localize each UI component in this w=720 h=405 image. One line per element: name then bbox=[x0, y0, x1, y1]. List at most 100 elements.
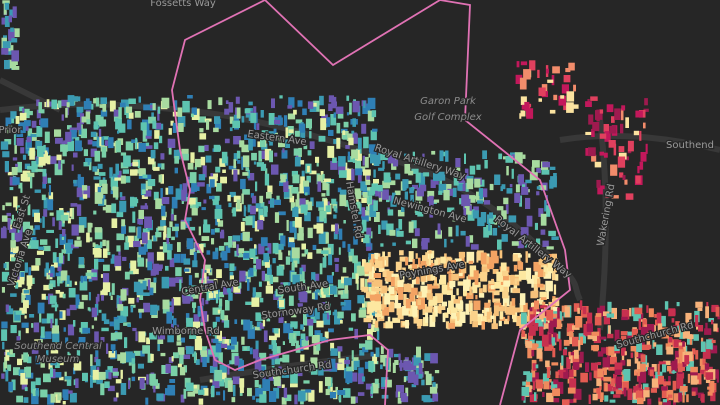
building bbox=[527, 278, 534, 284]
building bbox=[41, 293, 46, 300]
building bbox=[546, 379, 552, 383]
building bbox=[11, 214, 14, 222]
building bbox=[50, 342, 59, 354]
building bbox=[559, 311, 563, 321]
building bbox=[698, 325, 704, 332]
building bbox=[640, 334, 645, 347]
building bbox=[359, 166, 366, 172]
building bbox=[482, 309, 486, 314]
building bbox=[553, 258, 558, 263]
building bbox=[212, 196, 219, 206]
building bbox=[346, 133, 354, 141]
building bbox=[243, 319, 251, 331]
building bbox=[152, 161, 156, 170]
building bbox=[161, 197, 170, 205]
building bbox=[41, 318, 50, 324]
building bbox=[305, 118, 312, 129]
building bbox=[302, 108, 307, 116]
map-label: Museum bbox=[37, 354, 80, 365]
building bbox=[209, 379, 213, 383]
building bbox=[190, 385, 198, 389]
building bbox=[648, 308, 654, 318]
building bbox=[385, 321, 393, 329]
building bbox=[429, 206, 434, 218]
building bbox=[179, 337, 185, 343]
building bbox=[69, 304, 77, 311]
building bbox=[553, 262, 557, 273]
building bbox=[651, 364, 657, 372]
building bbox=[596, 179, 601, 188]
building bbox=[331, 198, 337, 205]
building bbox=[267, 264, 272, 275]
building bbox=[147, 156, 155, 165]
building bbox=[397, 284, 400, 294]
building bbox=[343, 220, 346, 224]
building bbox=[521, 386, 530, 396]
building bbox=[257, 141, 261, 148]
building bbox=[702, 357, 706, 365]
building bbox=[43, 284, 50, 291]
building bbox=[330, 285, 337, 295]
building bbox=[116, 295, 119, 307]
building bbox=[271, 164, 279, 175]
building bbox=[50, 266, 55, 278]
building bbox=[133, 241, 142, 247]
building bbox=[100, 337, 105, 342]
building bbox=[85, 98, 90, 104]
building bbox=[15, 218, 20, 227]
building bbox=[373, 169, 376, 178]
building bbox=[613, 143, 617, 156]
building bbox=[235, 96, 240, 104]
building bbox=[368, 153, 371, 158]
building bbox=[643, 389, 650, 398]
building bbox=[321, 250, 329, 254]
building bbox=[356, 280, 359, 290]
building bbox=[643, 362, 649, 370]
building bbox=[189, 172, 197, 184]
building bbox=[588, 147, 596, 157]
building bbox=[24, 108, 30, 119]
building bbox=[154, 265, 162, 271]
building bbox=[378, 267, 383, 272]
building bbox=[294, 394, 298, 405]
building bbox=[19, 106, 24, 112]
building bbox=[696, 379, 699, 384]
building bbox=[482, 284, 487, 293]
building bbox=[161, 215, 167, 221]
building bbox=[196, 250, 200, 254]
building bbox=[214, 369, 223, 382]
building bbox=[225, 300, 230, 311]
building bbox=[529, 307, 533, 313]
building bbox=[26, 137, 32, 143]
building bbox=[233, 159, 236, 169]
building bbox=[698, 392, 704, 398]
building bbox=[668, 394, 673, 398]
building bbox=[293, 325, 298, 329]
building bbox=[673, 400, 676, 405]
building bbox=[350, 372, 358, 382]
building bbox=[265, 247, 270, 251]
building bbox=[168, 186, 174, 195]
building bbox=[611, 195, 619, 199]
building bbox=[145, 142, 150, 147]
building bbox=[87, 222, 92, 233]
building bbox=[524, 101, 530, 111]
building bbox=[328, 129, 334, 136]
building bbox=[551, 362, 559, 366]
building bbox=[100, 383, 105, 396]
building bbox=[136, 297, 139, 303]
building bbox=[370, 231, 373, 239]
building bbox=[339, 194, 347, 207]
building bbox=[80, 128, 87, 139]
building bbox=[447, 262, 453, 274]
building bbox=[597, 368, 604, 378]
building bbox=[67, 353, 71, 358]
building bbox=[259, 394, 267, 403]
building bbox=[17, 205, 20, 214]
building bbox=[93, 121, 99, 130]
building bbox=[647, 398, 652, 405]
building bbox=[469, 165, 476, 175]
building bbox=[181, 200, 184, 204]
building bbox=[404, 191, 408, 200]
building bbox=[159, 330, 162, 335]
